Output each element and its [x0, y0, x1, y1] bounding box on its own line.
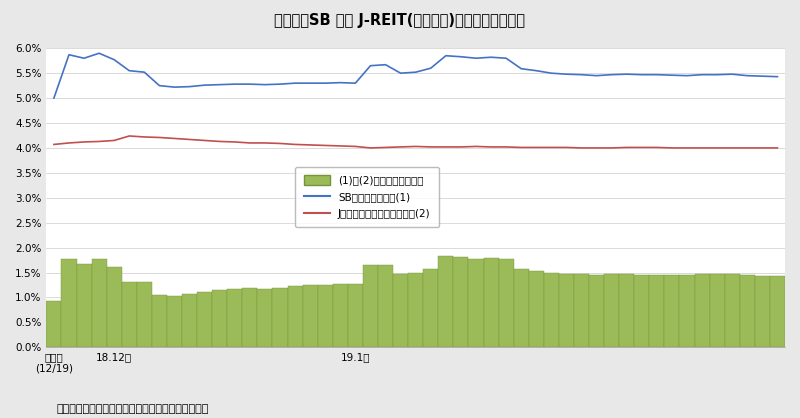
Bar: [182, 294, 197, 347]
Bar: [408, 273, 423, 347]
Bar: [604, 274, 619, 347]
Bar: [302, 285, 318, 347]
Bar: [122, 282, 137, 347]
Bar: [589, 275, 604, 347]
Bar: [483, 257, 498, 347]
Bar: [258, 289, 273, 347]
Bar: [694, 274, 710, 347]
Bar: [212, 291, 227, 347]
Bar: [287, 286, 302, 347]
Bar: [273, 288, 287, 347]
Bar: [348, 284, 363, 347]
Bar: [498, 259, 514, 347]
Bar: [574, 274, 589, 347]
Bar: [679, 275, 694, 347]
Bar: [710, 274, 725, 347]
Bar: [665, 275, 679, 347]
Bar: [514, 268, 529, 347]
Bar: [46, 301, 62, 347]
Bar: [559, 274, 574, 347]
Bar: [740, 275, 755, 347]
Bar: [227, 290, 242, 347]
Bar: [242, 288, 258, 347]
Bar: [363, 265, 378, 347]
Bar: [106, 267, 122, 347]
Text: （資料）東京証券取引所などのデータをもとに作成: （資料）東京証券取引所などのデータをもとに作成: [56, 404, 208, 414]
Bar: [469, 259, 483, 347]
Bar: [770, 276, 785, 347]
Bar: [167, 296, 182, 347]
Bar: [438, 256, 454, 347]
Bar: [725, 273, 740, 347]
Bar: [755, 275, 770, 347]
Legend: (1)－(2)利回りスプレッド, SB株の配当利回り(1), Jリート市場の分配金利回り(2): (1)－(2)利回りスプレッド, SB株の配当利回り(1), Jリート市場の分配…: [295, 167, 439, 227]
Bar: [91, 259, 106, 347]
Bar: [619, 274, 634, 347]
Bar: [318, 285, 333, 347]
Bar: [62, 259, 77, 347]
Text: 図表２：SB 株と J-REIT(市場全体)の配当利回り推移: 図表２：SB 株と J-REIT(市場全体)の配当利回り推移: [274, 13, 526, 28]
Bar: [77, 264, 91, 347]
Bar: [423, 268, 438, 347]
Bar: [333, 284, 348, 347]
Bar: [544, 273, 559, 347]
Bar: [197, 292, 212, 347]
Bar: [529, 270, 544, 347]
Bar: [393, 273, 408, 347]
Bar: [378, 265, 393, 347]
Bar: [152, 296, 167, 347]
Bar: [137, 283, 152, 347]
Bar: [650, 275, 665, 347]
Bar: [454, 257, 469, 347]
Bar: [634, 275, 650, 347]
